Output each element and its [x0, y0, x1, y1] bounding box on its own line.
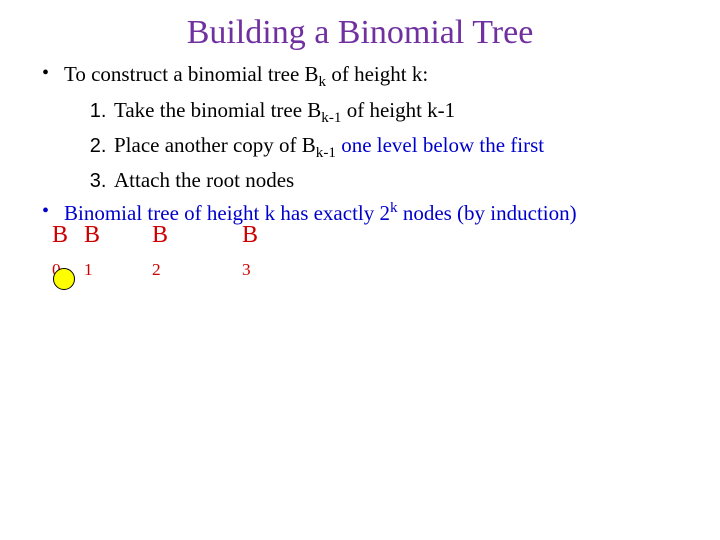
tree-node-b0	[53, 268, 75, 290]
bullet2-a: Binomial tree of height k has exactly 2	[64, 201, 390, 225]
page-title: Building a Binomial Tree	[0, 0, 720, 52]
label-b1: B1	[84, 222, 100, 280]
step1-a: Take the binomial tree B	[114, 98, 321, 122]
bullet2-b: nodes (by induction)	[398, 201, 577, 225]
step-3: Attach the root nodes	[112, 165, 686, 196]
bullet2-sup: k	[390, 200, 398, 216]
step2-a: Place another copy of B	[114, 133, 316, 157]
bullet1-sub: k	[319, 74, 327, 90]
step2-sub: k-1	[316, 145, 336, 161]
label-b0-base: B	[52, 222, 68, 249]
bullet1-suffix: of height k:	[326, 62, 428, 86]
step1-sub: k-1	[321, 110, 341, 126]
bullet-construct: To construct a binomial tree Bk of heigh…	[38, 60, 686, 196]
label-b3: B3	[242, 222, 258, 280]
label-b3-sub: 3	[242, 260, 251, 280]
step1-b: of height k-1	[341, 98, 455, 122]
body-content: To construct a binomial tree Bk of heigh…	[0, 52, 720, 227]
step-2: Place another copy of Bk-1 one level bel…	[112, 130, 686, 165]
label-b3-base: B	[242, 222, 258, 249]
label-b2-sub: 2	[152, 260, 161, 280]
label-b1-sub: 1	[84, 260, 93, 280]
steps-list: Take the binomial tree Bk-1 of height k-…	[64, 95, 686, 196]
label-b2: B2	[152, 222, 168, 280]
step3-a: Attach the root nodes	[114, 168, 294, 192]
bullet-node-count: Binomial tree of height k has exactly 2k…	[38, 198, 686, 227]
label-b2-base: B	[152, 222, 168, 249]
step2-b: one level below the first	[336, 133, 544, 157]
label-b1-base: B	[84, 222, 100, 249]
step-1: Take the binomial tree Bk-1 of height k-…	[112, 95, 686, 130]
bullet1-prefix: To construct a binomial tree B	[64, 62, 319, 86]
